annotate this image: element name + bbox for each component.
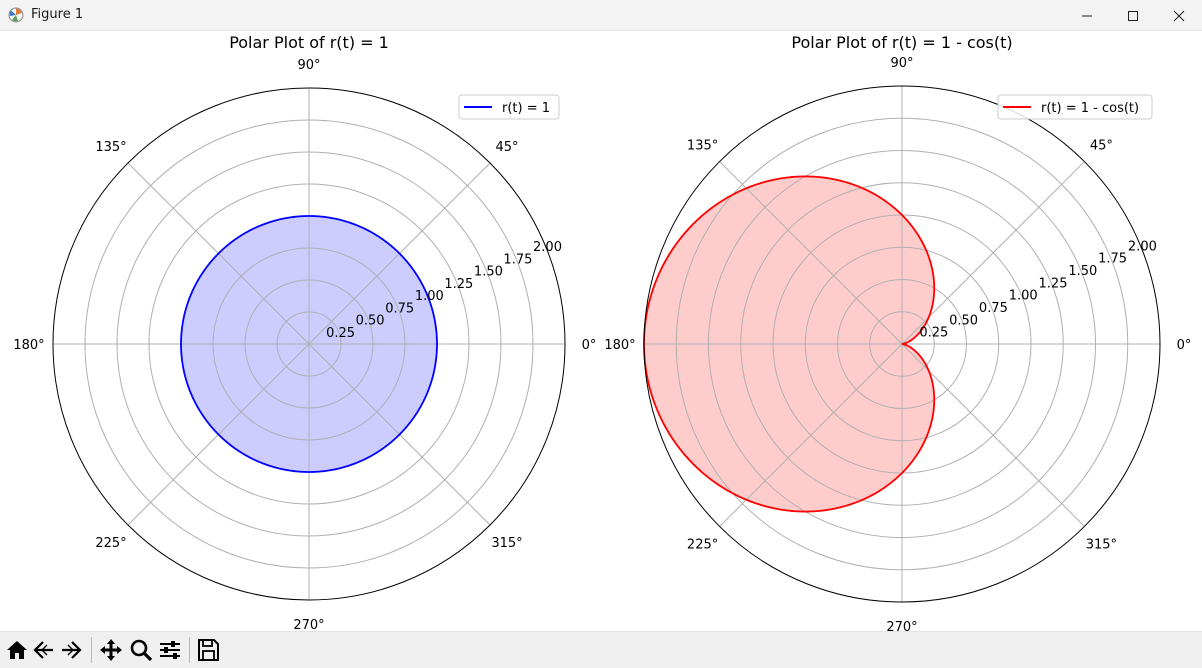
- radial-tick-label: 1.25: [1039, 276, 1068, 291]
- theta-tick-label: 180°: [604, 338, 635, 353]
- data-line: [180, 215, 438, 473]
- forward-button[interactable]: [58, 637, 84, 663]
- legend-label: r(t) = 1 - cos(t): [1041, 101, 1139, 116]
- window-title: Figure 1: [31, 7, 84, 22]
- toolbar-separator: [189, 637, 190, 663]
- polar-frame: [52, 87, 566, 601]
- plot-title: Polar Plot of r(t) = 1 - cos(t): [791, 33, 1012, 52]
- pan-icon: [100, 639, 122, 661]
- theta-tick-label: 225°: [95, 536, 126, 551]
- radial-tick-label: 1.00: [415, 289, 444, 304]
- radial-tick-label: 0.75: [385, 301, 414, 316]
- radial-tick-label: 2.00: [533, 240, 562, 255]
- angular-gridline: [719, 343, 903, 527]
- window-titlebar: Figure 1: [0, 0, 1202, 31]
- polar-plot-2: 0° 45° 90° 135° 180° 225° 270° 315° 0.250.500.75…: [604, 33, 1192, 635]
- radial-tick-label: 1.50: [474, 265, 503, 280]
- legend: r(t) = 1 - cos(t): [997, 94, 1153, 120]
- radial-tick-label: 1.75: [1098, 252, 1127, 267]
- polar-plot-1: 0° 45° 90° 135° 180° 225° 270° 315° 0.250.500.75…: [13, 33, 597, 633]
- back-button[interactable]: [31, 637, 57, 663]
- theta-tick-label: 90°: [297, 58, 320, 73]
- angular-gridline: [901, 343, 1085, 527]
- floppy-disk-icon: [198, 639, 219, 661]
- radial-tick-label: 1.25: [444, 277, 473, 292]
- figure-svg: 0°45°90°135°180°225°270°315°0.250.500.75…: [13, 33, 1192, 635]
- save-button[interactable]: [195, 637, 221, 663]
- close-button[interactable]: [1156, 0, 1202, 31]
- theta-tick-label: 135°: [687, 139, 718, 154]
- magnifier-icon: [130, 639, 153, 662]
- theta-tick-label: 225°: [687, 537, 718, 552]
- minimize-button[interactable]: [1064, 0, 1110, 31]
- home-button[interactable]: [4, 637, 30, 663]
- radial-tick-label: 1.75: [503, 252, 532, 267]
- configure-subplots-button[interactable]: [157, 637, 183, 663]
- theta-tick-label: 135°: [95, 140, 126, 155]
- back-arrow-icon: [33, 641, 53, 659]
- theta-tick-label: 315°: [1086, 537, 1117, 552]
- theta-tick-label: 45°: [1090, 139, 1113, 154]
- legend-box: [997, 94, 1153, 120]
- maximize-icon: [1128, 11, 1138, 21]
- minimize-icon: [1082, 15, 1092, 17]
- home-icon: [7, 641, 27, 659]
- theta-tick-label: 315°: [491, 536, 522, 551]
- theta-tick-label: 90°: [890, 56, 913, 71]
- angular-gridline: [901, 161, 1085, 345]
- navigation-toolbar: [0, 631, 1202, 668]
- theta-tick-label: 270°: [886, 620, 917, 631]
- zoom-button[interactable]: [128, 637, 154, 663]
- legend: r(t) = 1: [458, 94, 560, 120]
- forward-arrow-icon: [62, 641, 82, 659]
- toolbar-separator: [91, 637, 92, 663]
- legend-label: r(t) = 1: [502, 101, 550, 116]
- radial-tick-label: 0.50: [949, 313, 978, 328]
- theta-tick-label: 0°: [1177, 338, 1192, 353]
- radial-tick-label: 0.75: [979, 301, 1008, 316]
- theta-tick-label: 45°: [495, 140, 518, 155]
- close-icon: [1173, 10, 1185, 22]
- polar-frame: [643, 85, 1161, 603]
- sliders-icon: [160, 641, 180, 659]
- radial-tick-label: 0.25: [919, 326, 948, 341]
- plot-title: Polar Plot of r(t) = 1: [229, 33, 389, 52]
- angular-gridline: [719, 161, 903, 345]
- pan-button[interactable]: [98, 637, 124, 663]
- theta-tick-label: 180°: [13, 338, 44, 353]
- theta-tick-label: 270°: [293, 618, 324, 631]
- radial-tick-label: 0.25: [326, 326, 355, 341]
- radial-tick-label: 1.00: [1009, 289, 1038, 304]
- matplotlib-app-icon: [8, 7, 24, 23]
- radial-tick-label: 0.50: [356, 314, 385, 329]
- radial-tick-label: 1.50: [1068, 264, 1097, 279]
- legend-box: [458, 94, 560, 120]
- figure-canvas: 0° 45° 90° 135° 180° 225° 270° 315° 0.25 0.50 0.75…: [0, 31, 1202, 635]
- radial-tick-label: 2.00: [1128, 239, 1157, 254]
- maximize-button[interactable]: [1110, 0, 1156, 31]
- theta-tick-label: 0°: [582, 338, 597, 353]
